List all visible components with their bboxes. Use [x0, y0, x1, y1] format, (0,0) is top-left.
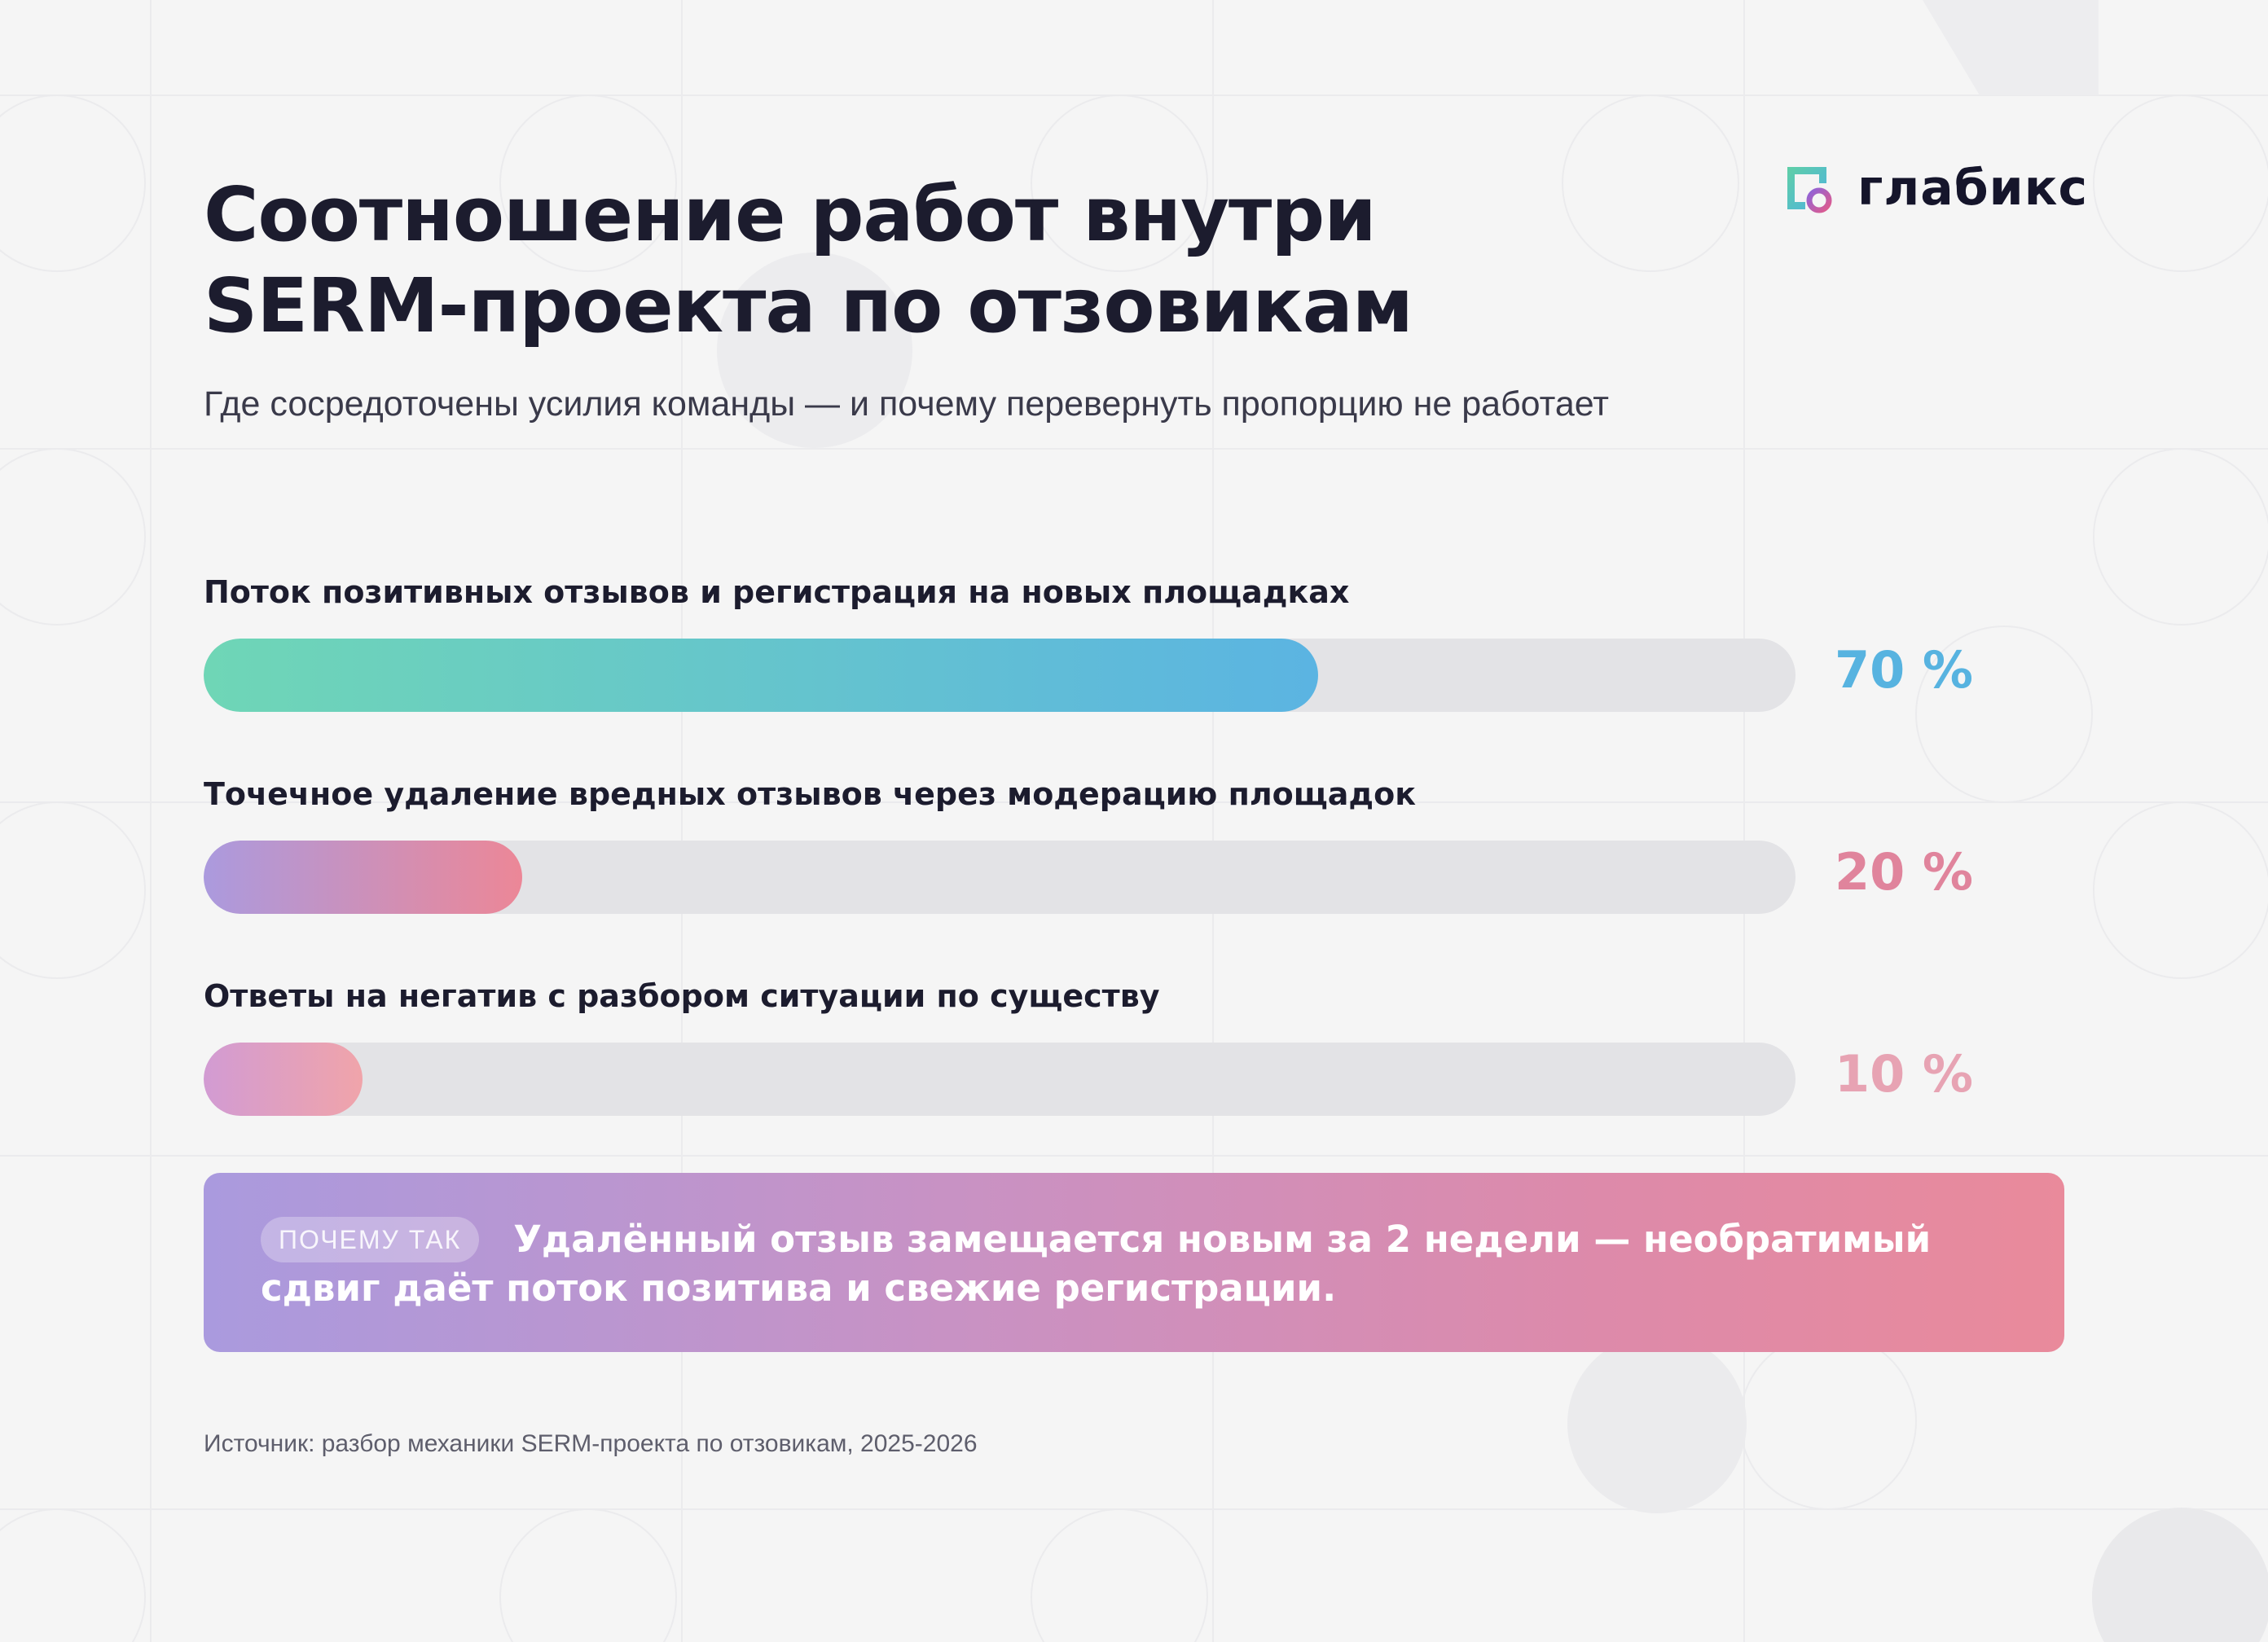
bar-label-targeted-removal: Точечное удаление вредных отзывов через …	[204, 776, 1417, 812]
glabix-logo-icon	[1787, 167, 1832, 213]
brand-logo[interactable]: глабикс	[1781, 160, 2088, 217]
bar-label-positive-flow: Поток позитивных отзывов и регистрация н…	[204, 574, 1350, 610]
bar-negative-replies	[204, 1043, 363, 1116]
brand-name: глабикс	[1857, 160, 2089, 217]
bar-label-negative-replies: Ответы на негатив с разбором ситуации по…	[204, 978, 1160, 1014]
bar-track-targeted-removal	[204, 841, 1796, 914]
bar-value-targeted-removal: 20 %	[1835, 842, 1973, 902]
why-callout: ПОЧЕМУ ТАК Удалённый отзыв замещается нов…	[204, 1173, 2064, 1352]
callout-text: Удалённый отзыв замещается новым за 2 не…	[261, 1218, 1932, 1310]
bar-targeted-removal	[204, 841, 522, 914]
page-subtitle: Где сосредоточены усилия команды — и поч…	[204, 384, 1609, 424]
page-title: Соотношение работ внутри SERM-проекта по…	[204, 171, 1413, 349]
bar-value-positive-flow: 70 %	[1835, 640, 1973, 700]
callout-body: ПОЧЕМУ ТАК Удалённый отзыв замещается нов…	[261, 1215, 2007, 1313]
source-note: Источник: разбор механики SERM-проекта п…	[204, 1430, 978, 1457]
bar-track-negative-replies	[204, 1043, 1796, 1116]
bar-track-positive-flow	[204, 639, 1796, 712]
bar-positive-flow	[204, 639, 1318, 712]
why-badge: ПОЧЕМУ ТАК	[261, 1217, 480, 1262]
bar-value-negative-replies: 10 %	[1835, 1044, 1973, 1104]
